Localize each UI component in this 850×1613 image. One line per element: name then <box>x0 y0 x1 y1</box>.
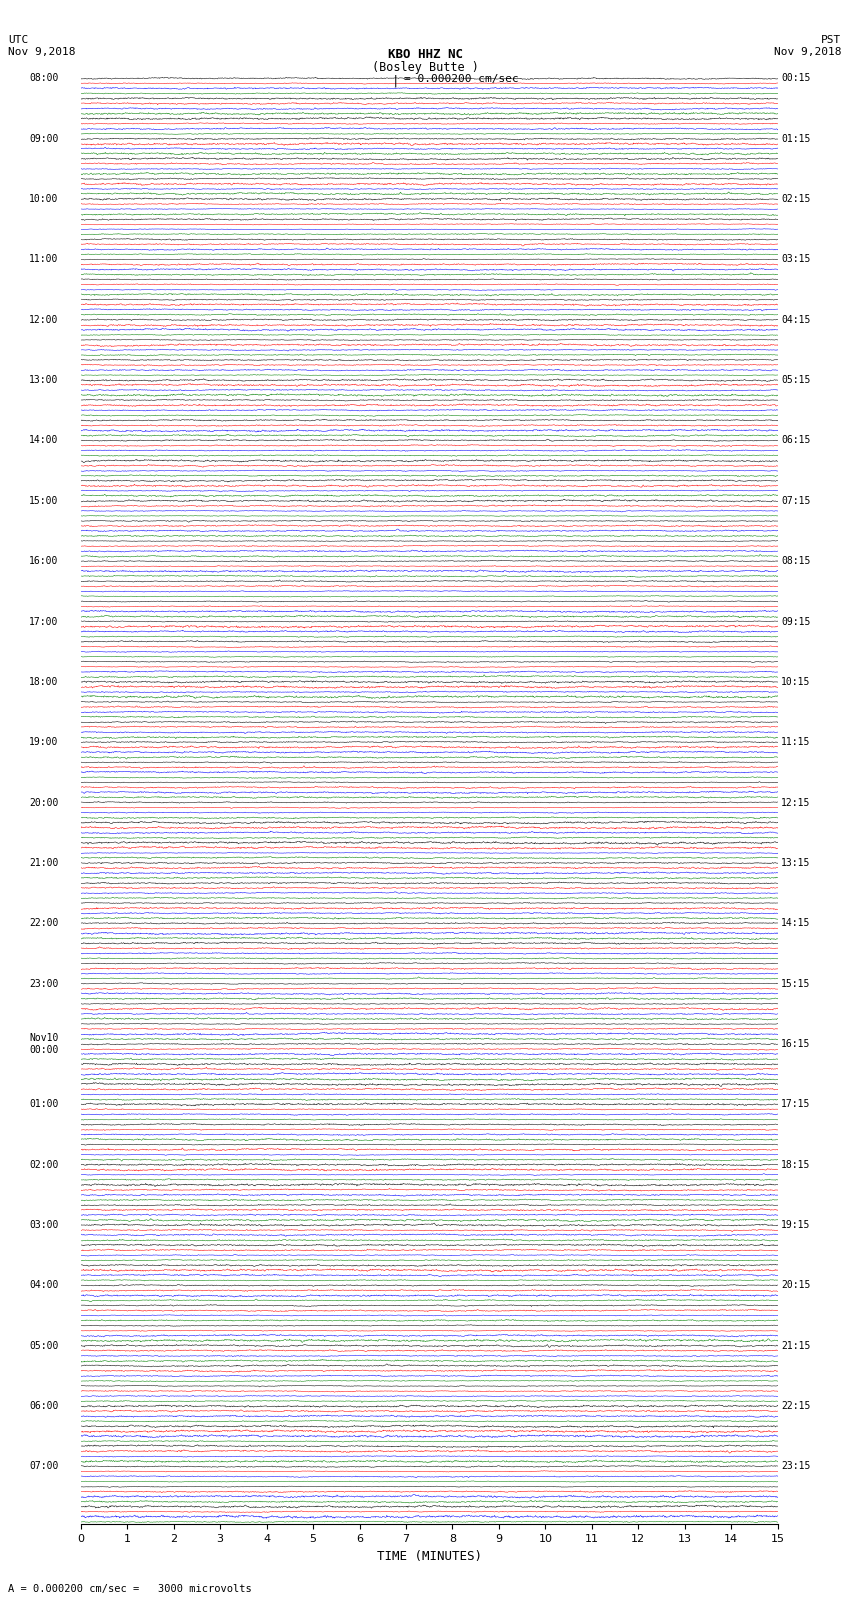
Text: 21:15: 21:15 <box>781 1340 811 1350</box>
Text: 17:00: 17:00 <box>29 616 59 626</box>
Text: 07:15: 07:15 <box>781 495 811 506</box>
Text: 16:15: 16:15 <box>781 1039 811 1048</box>
Text: 09:15: 09:15 <box>781 616 811 626</box>
Text: 08:15: 08:15 <box>781 556 811 566</box>
Text: 02:15: 02:15 <box>781 194 811 203</box>
Text: 02:00: 02:00 <box>29 1160 59 1169</box>
Text: 11:15: 11:15 <box>781 737 811 747</box>
Text: = 0.000200 cm/sec: = 0.000200 cm/sec <box>404 74 518 84</box>
Text: 10:00: 10:00 <box>29 194 59 203</box>
Text: 10:15: 10:15 <box>781 677 811 687</box>
Text: 05:00: 05:00 <box>29 1340 59 1350</box>
Text: 12:00: 12:00 <box>29 315 59 324</box>
Text: 15:00: 15:00 <box>29 495 59 506</box>
Text: 06:15: 06:15 <box>781 436 811 445</box>
Text: 14:00: 14:00 <box>29 436 59 445</box>
Text: KBO HHZ NC: KBO HHZ NC <box>388 48 462 61</box>
Text: Nov10
00:00: Nov10 00:00 <box>29 1034 59 1055</box>
Text: 22:00: 22:00 <box>29 918 59 927</box>
Text: 05:15: 05:15 <box>781 376 811 386</box>
Text: 12:15: 12:15 <box>781 797 811 808</box>
Text: 13:00: 13:00 <box>29 376 59 386</box>
Text: 13:15: 13:15 <box>781 858 811 868</box>
Text: 08:00: 08:00 <box>29 73 59 84</box>
Text: 23:15: 23:15 <box>781 1461 811 1471</box>
Text: 16:00: 16:00 <box>29 556 59 566</box>
Text: 23:00: 23:00 <box>29 979 59 989</box>
Text: 07:00: 07:00 <box>29 1461 59 1471</box>
Text: |: | <box>392 74 399 87</box>
Text: 01:00: 01:00 <box>29 1100 59 1110</box>
Text: 09:00: 09:00 <box>29 134 59 144</box>
Text: (Bosley Butte ): (Bosley Butte ) <box>371 61 479 74</box>
Text: 04:15: 04:15 <box>781 315 811 324</box>
Text: 19:00: 19:00 <box>29 737 59 747</box>
Text: 15:15: 15:15 <box>781 979 811 989</box>
Text: 20:15: 20:15 <box>781 1281 811 1290</box>
Text: UTC
Nov 9,2018: UTC Nov 9,2018 <box>8 35 76 56</box>
Text: 22:15: 22:15 <box>781 1402 811 1411</box>
Text: 01:15: 01:15 <box>781 134 811 144</box>
Text: 19:15: 19:15 <box>781 1219 811 1231</box>
Text: 18:00: 18:00 <box>29 677 59 687</box>
Text: A = 0.000200 cm/sec =   3000 microvolts: A = 0.000200 cm/sec = 3000 microvolts <box>8 1584 252 1594</box>
Text: 03:00: 03:00 <box>29 1219 59 1231</box>
Text: 18:15: 18:15 <box>781 1160 811 1169</box>
Text: 00:15: 00:15 <box>781 73 811 84</box>
Text: 20:00: 20:00 <box>29 797 59 808</box>
Text: 11:00: 11:00 <box>29 255 59 265</box>
Text: 21:00: 21:00 <box>29 858 59 868</box>
X-axis label: TIME (MINUTES): TIME (MINUTES) <box>377 1550 482 1563</box>
Text: 17:15: 17:15 <box>781 1100 811 1110</box>
Text: 14:15: 14:15 <box>781 918 811 927</box>
Text: PST
Nov 9,2018: PST Nov 9,2018 <box>774 35 842 56</box>
Text: 06:00: 06:00 <box>29 1402 59 1411</box>
Text: 03:15: 03:15 <box>781 255 811 265</box>
Text: 04:00: 04:00 <box>29 1281 59 1290</box>
